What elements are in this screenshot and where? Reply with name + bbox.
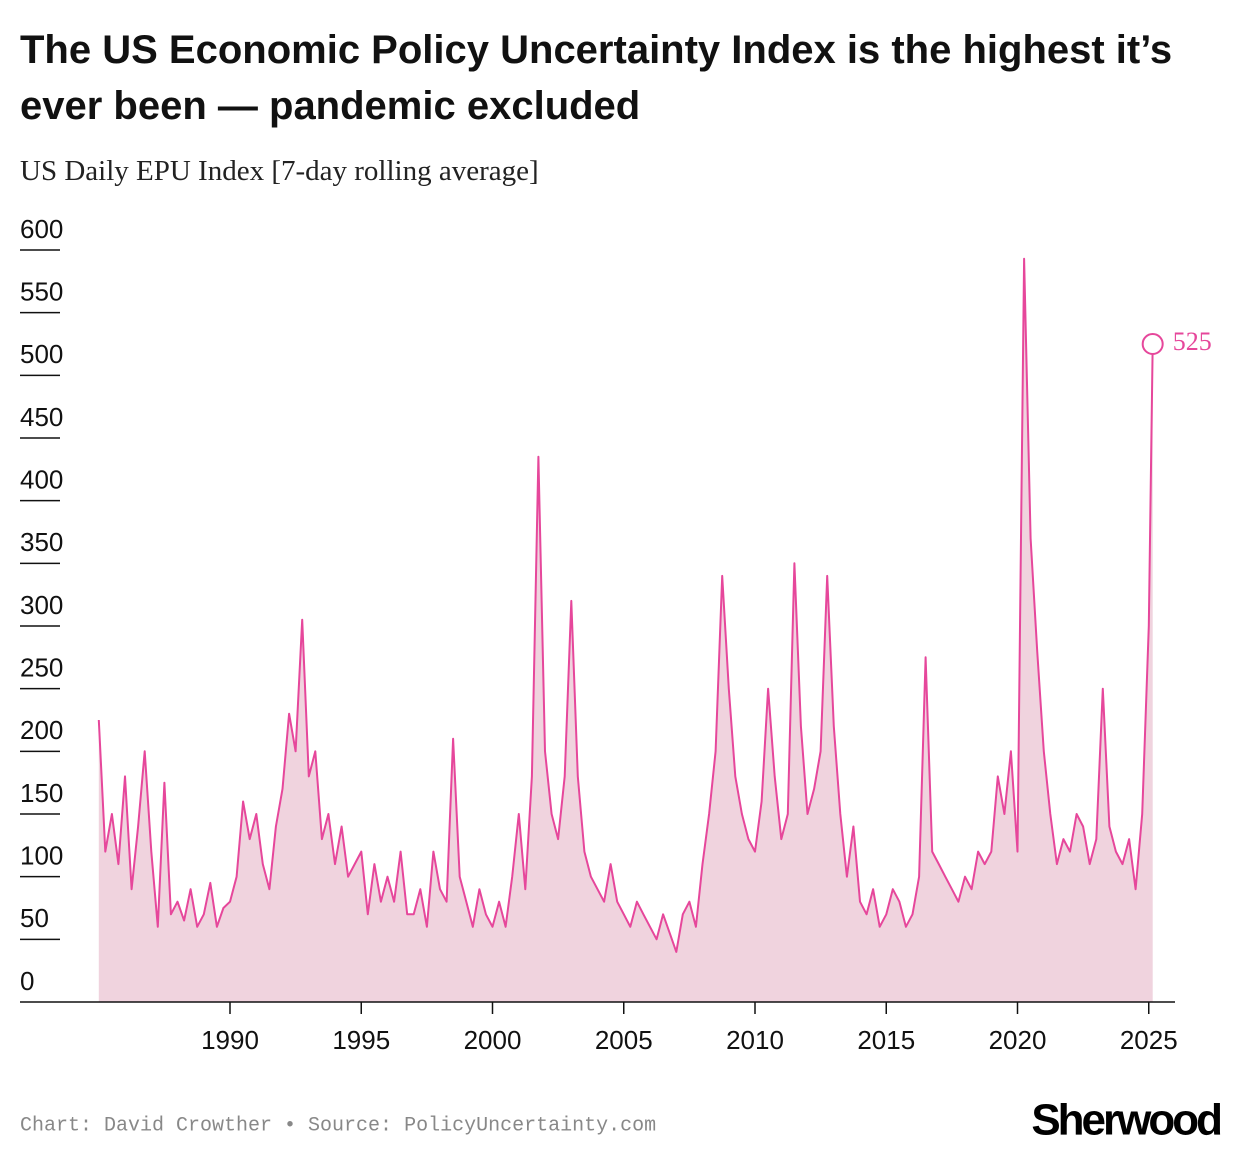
y-tick-label: 550 [20,277,63,307]
end-value-label: 525 [1173,327,1212,356]
x-tick-label: 1990 [201,1025,259,1055]
x-tick-label: 2025 [1120,1025,1178,1055]
y-tick-label: 100 [20,841,63,871]
y-tick-label: 300 [20,590,63,620]
x-tick-label: 2020 [989,1025,1047,1055]
y-tick-label: 350 [20,527,63,557]
y-tick-label: 600 [20,214,63,244]
y-tick-label: 0 [20,966,34,996]
y-tick-label: 450 [20,402,63,432]
y-tick-label: 50 [20,903,49,933]
chart-subtitle: US Daily EPU Index [7-day rolling averag… [20,155,539,187]
area [98,258,1153,1002]
brand-logo: Sherwood [1031,1096,1220,1145]
x-tick-label: 2010 [726,1025,784,1055]
y-tick-label: 400 [20,465,63,495]
y-tick-label: 250 [20,653,63,683]
end-marker [1141,333,1164,355]
y-tick-label: 150 [20,778,63,808]
x-tick-label: 1995 [332,1025,390,1055]
y-tick-label: 500 [20,339,63,369]
y-tick-label: 200 [20,715,63,745]
x-tick-label: 2005 [595,1025,653,1055]
line [97,257,1154,953]
chart-title: The US Economic Policy Uncertainty Index… [20,28,1173,128]
x-tick-label: 2000 [464,1025,522,1055]
x-tick-label: 2015 [857,1025,915,1055]
source-note: Chart: David Crowther • Source: PolicyUn… [20,1114,656,1137]
